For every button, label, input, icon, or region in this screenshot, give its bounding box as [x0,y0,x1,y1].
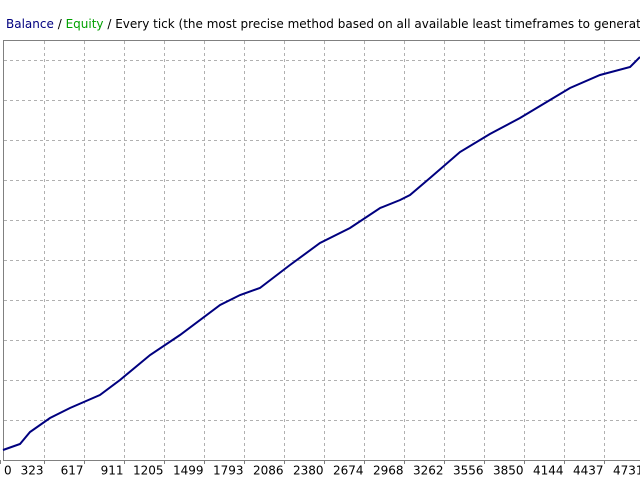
x-tick-label: 4731 [613,464,640,478]
legend: Balance / Equity / Every tick (the most … [6,17,640,31]
x-tick-label: 1499 [173,464,204,478]
separator: / [58,17,63,31]
x-tick-label: 3262 [413,464,444,478]
legend-balance: Balance [6,17,54,31]
x-tick-label: 2086 [253,464,284,478]
x-tick-label: 2674 [333,464,364,478]
legend-equity: Equity [66,17,104,31]
x-tick-label: 1205 [133,464,164,478]
x-tick-label: 3850 [493,464,524,478]
x-axis: 0 323 617 911 1205 1499 1793 2086 2380 2674 2968 32… [0,460,640,478]
subtitle: Every tick (the most precise method base… [115,17,640,31]
x-tick-label: 617 [61,464,84,478]
x-tick-label: 2380 [293,464,324,478]
x-tick-label: 2968 [373,464,404,478]
lines [2,56,640,451]
x-tick-label: 4144 [533,464,564,478]
x-tick-label: 4437 [573,464,604,478]
grid [4,41,640,460]
x-tick-label: 1793 [213,464,244,478]
separator: / [107,17,112,31]
x-tick-label: 3556 [453,464,484,478]
x-tick-label: 0 [4,464,12,478]
balance-line [2,56,640,451]
x-tick-label: 911 [101,464,124,478]
x-tick-label: 323 [21,464,44,478]
